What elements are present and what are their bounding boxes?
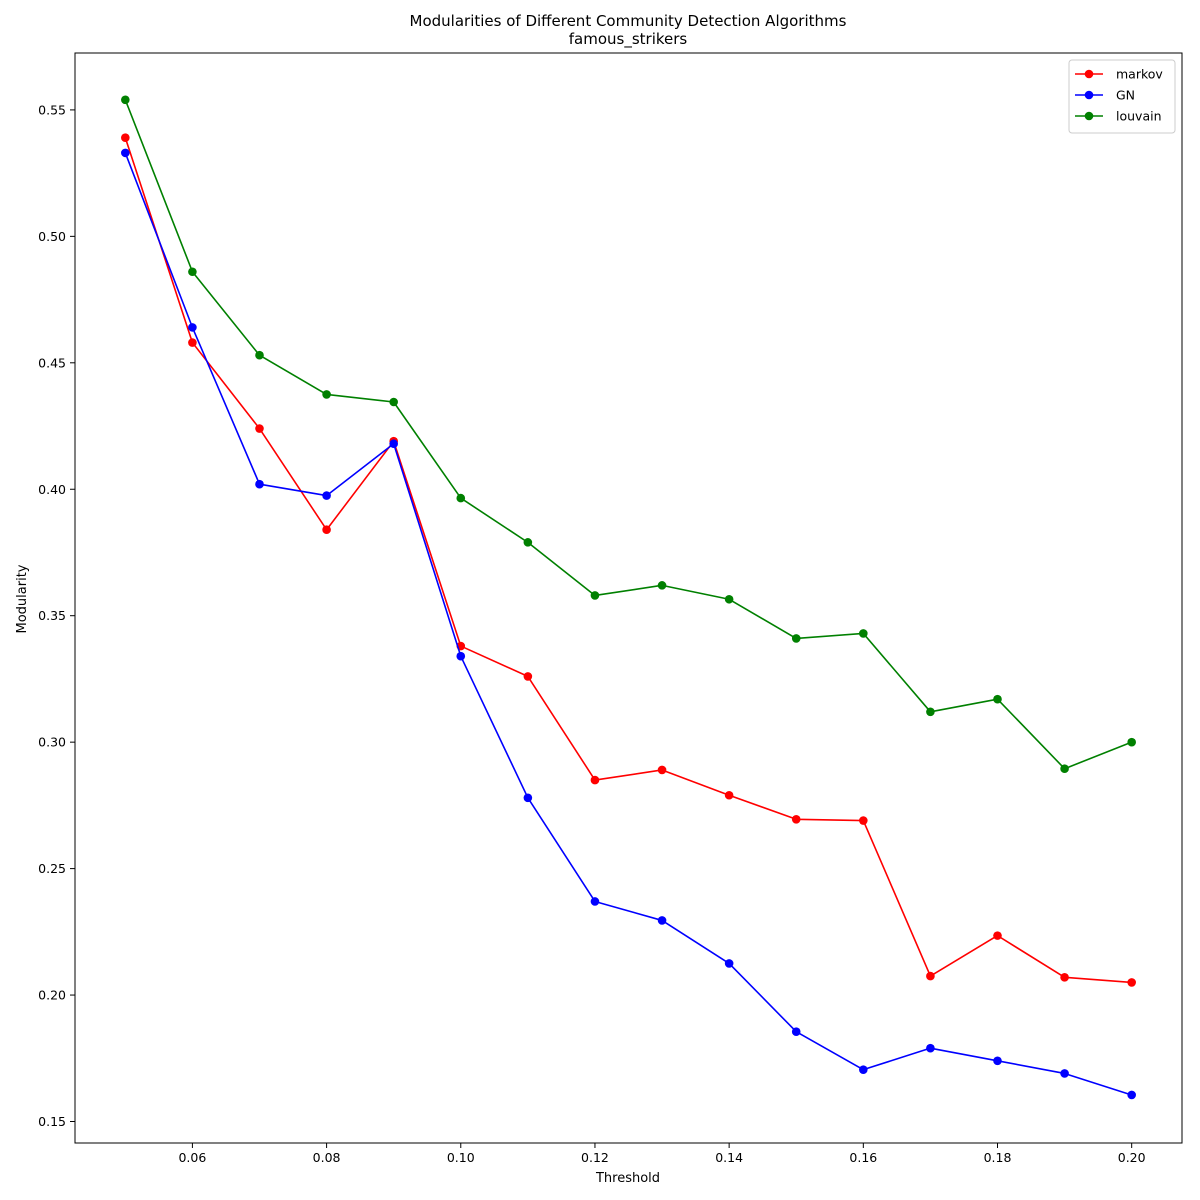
data-point-markov — [926, 971, 935, 981]
data-point-louvain — [523, 538, 533, 547]
legend-label-markov: markov — [1116, 67, 1163, 82]
data-point-markov — [121, 133, 130, 143]
data-point-louvain — [1060, 764, 1069, 774]
data-point-GN — [724, 959, 734, 968]
x-tick-label: 0.16 — [849, 1150, 877, 1165]
data-point-GN — [523, 793, 533, 803]
data-point-GN — [1060, 1069, 1069, 1078]
plot-area: 0.06 0.08 0.10 0.12 0.14 0.16 0.18 0.20 0.15 0.20… — [38, 52, 1183, 1165]
x-tick-label: 0.08 — [313, 1150, 341, 1165]
series-line-louvain — [124, 99, 1132, 770]
y-tick-label: 0.45 — [38, 355, 66, 370]
legend-frame — [1068, 59, 1176, 134]
data-point-louvain — [926, 707, 935, 717]
x-tick-label: 0.14 — [715, 1150, 743, 1165]
data-point-markov — [724, 790, 734, 800]
data-point-louvain — [791, 634, 801, 643]
chart-title: Modularities of Different Community Dete… — [410, 12, 847, 30]
data-point-louvain — [188, 267, 197, 277]
chart-subtitle: famous_strikers — [569, 30, 688, 49]
data-point-louvain — [724, 594, 734, 604]
data-point-markov — [791, 814, 801, 824]
data-point-louvain — [322, 390, 331, 399]
data-point-markov — [523, 672, 533, 681]
data-point-GN — [1127, 1090, 1136, 1100]
legend: markov GN louvain — [1068, 59, 1176, 134]
y-tick-label: 0.55 — [38, 102, 66, 117]
data-point-GN — [859, 1065, 868, 1074]
y-tick-label: 0.35 — [38, 608, 66, 623]
data-point-louvain — [389, 397, 398, 407]
x-tick-label: 0.20 — [1118, 1150, 1146, 1165]
x-tick-label: 0.06 — [178, 1150, 206, 1165]
legend-label-GN: GN — [1116, 88, 1135, 103]
data-point-markov — [322, 525, 331, 535]
data-point-markov — [255, 424, 264, 433]
y-tick-label: 0.50 — [38, 229, 66, 244]
data-point-markov — [188, 338, 197, 347]
x-axis-label: Threshold — [595, 1171, 660, 1186]
data-point-markov — [1127, 978, 1136, 987]
data-point-GN — [389, 439, 398, 449]
data-point-GN — [791, 1027, 801, 1037]
plot-frame — [74, 52, 1183, 1144]
x-tick-label: 0.18 — [984, 1150, 1012, 1165]
data-point-GN — [926, 1043, 935, 1053]
legend-marker-markov — [1084, 69, 1094, 79]
legend-label-louvain: louvain — [1116, 109, 1162, 124]
data-point-GN — [121, 148, 130, 158]
data-point-GN — [657, 916, 667, 925]
legend-marker-louvain — [1084, 111, 1094, 121]
series-line-markov — [124, 137, 1132, 984]
data-point-louvain — [1127, 737, 1136, 747]
data-point-louvain — [993, 694, 1002, 704]
data-point-GN — [322, 491, 331, 500]
y-tick-label: 0.30 — [38, 735, 66, 750]
legend-marker-GN — [1084, 90, 1094, 100]
data-point-GN — [993, 1056, 1002, 1066]
data-point-louvain — [456, 493, 466, 503]
data-point-louvain — [657, 581, 667, 590]
data-point-markov — [657, 765, 667, 775]
data-point-GN — [255, 479, 264, 489]
data-point-markov — [993, 931, 1002, 940]
data-point-markov — [859, 816, 868, 825]
y-tick-label: 0.40 — [38, 482, 66, 497]
data-point-louvain — [121, 95, 130, 105]
data-point-markov — [590, 775, 600, 785]
x-tick-label: 0.12 — [581, 1150, 609, 1165]
data-point-GN — [590, 897, 600, 906]
data-point-markov — [1060, 973, 1069, 982]
data-point-GN — [456, 651, 466, 661]
series-line-GN — [124, 152, 1132, 1096]
x-tick-label: 0.10 — [447, 1150, 475, 1165]
data-point-louvain — [255, 350, 264, 360]
data-point-louvain — [590, 591, 600, 600]
y-tick-label: 0.15 — [38, 1114, 66, 1129]
y-tick-label: 0.25 — [38, 861, 66, 876]
data-point-GN — [188, 323, 197, 332]
y-axis-label: Modularity — [15, 564, 30, 633]
data-point-louvain — [859, 629, 868, 638]
y-tick-label: 0.20 — [38, 988, 66, 1003]
